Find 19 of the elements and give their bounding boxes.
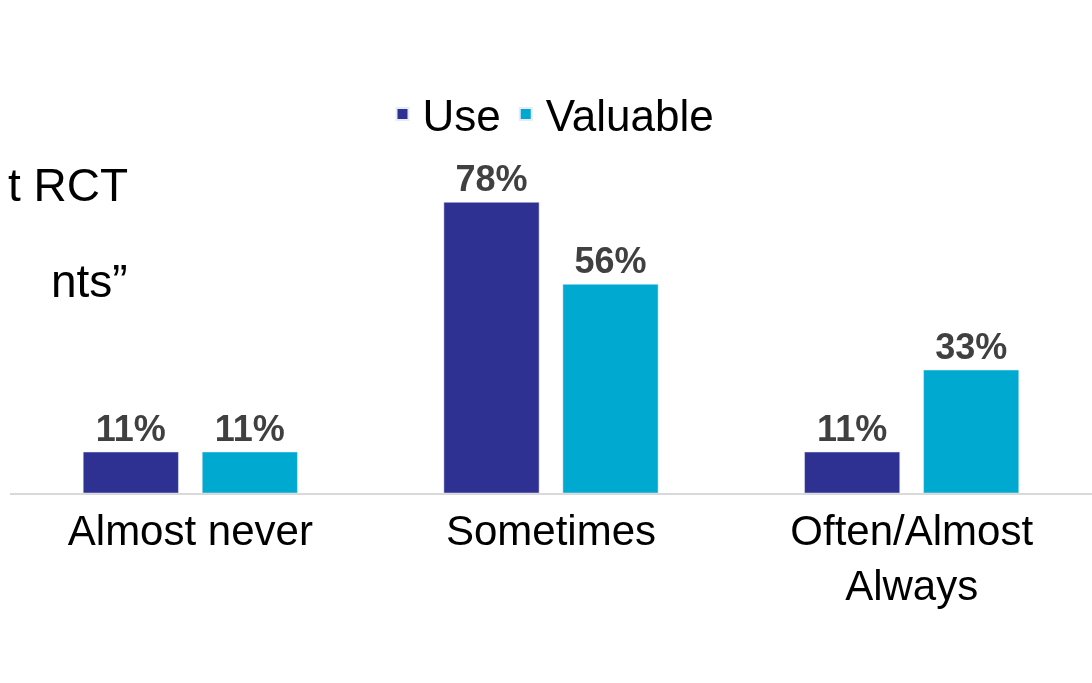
x-tick-label: Sometimes (445, 507, 657, 555)
annotation: nts” (51, 255, 128, 307)
data-label: 11% (214, 408, 285, 450)
data-label: 33% (935, 326, 1008, 368)
legend-label: Valuable (545, 91, 714, 141)
x-tick-label: Almost never (67, 507, 313, 555)
data-label: 78% (455, 158, 528, 200)
data-label: 11% (817, 408, 888, 450)
legend-label: Use (422, 91, 501, 141)
bar (82, 451, 179, 493)
bar (562, 284, 659, 493)
data-label: 11% (95, 408, 166, 450)
bar (443, 202, 540, 493)
data-label: 56% (574, 240, 647, 282)
bar (804, 451, 901, 493)
annotation: t RCT (8, 159, 129, 211)
bar (201, 451, 298, 493)
bar (923, 369, 1020, 493)
x-tick-label: Often/Almost Always (790, 507, 1034, 609)
